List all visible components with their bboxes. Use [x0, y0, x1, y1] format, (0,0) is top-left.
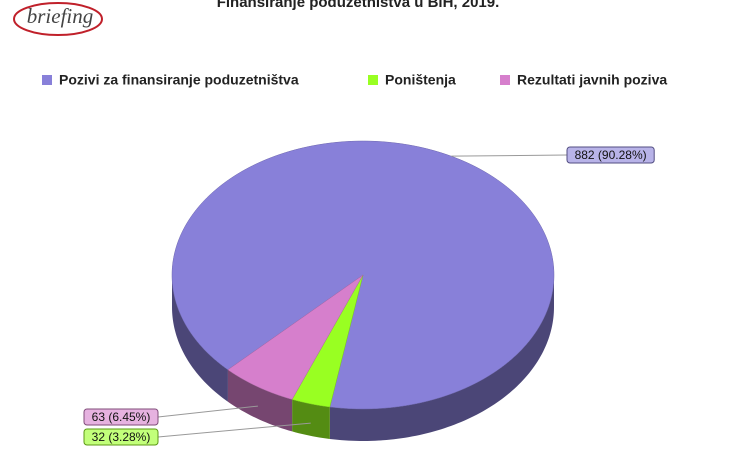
legend-label: Pozivi za finansiranje poduzetništva	[59, 72, 299, 88]
value-label: 63 (6.45%)	[92, 410, 151, 424]
legend-swatch	[42, 75, 52, 85]
slice	[291, 274, 364, 408]
legend-label: Rezultati javnih poziva	[517, 72, 667, 88]
slice-side	[292, 399, 330, 439]
slice-side	[329, 275, 554, 441]
logo-ring	[13, 2, 103, 36]
leader-line	[451, 154, 568, 157]
value-label: 882 (90.28%)	[575, 148, 647, 162]
slice	[227, 274, 364, 400]
legend-label: Poništenja	[385, 72, 456, 88]
value-label-box	[83, 408, 159, 426]
leader-line	[157, 422, 311, 438]
value-label-box	[83, 428, 159, 446]
slice-side	[172, 275, 228, 402]
leader-line	[157, 405, 258, 418]
chart-title: Finansiranje poduzetništva u BiH, 2019.	[217, 0, 500, 11]
logo: briefing	[27, 4, 94, 28]
slice-side	[227, 369, 293, 432]
value-label-box	[566, 146, 655, 164]
legend-swatch	[500, 75, 510, 85]
legend-swatch	[368, 75, 378, 85]
value-label: 32 (3.28%)	[92, 430, 151, 444]
